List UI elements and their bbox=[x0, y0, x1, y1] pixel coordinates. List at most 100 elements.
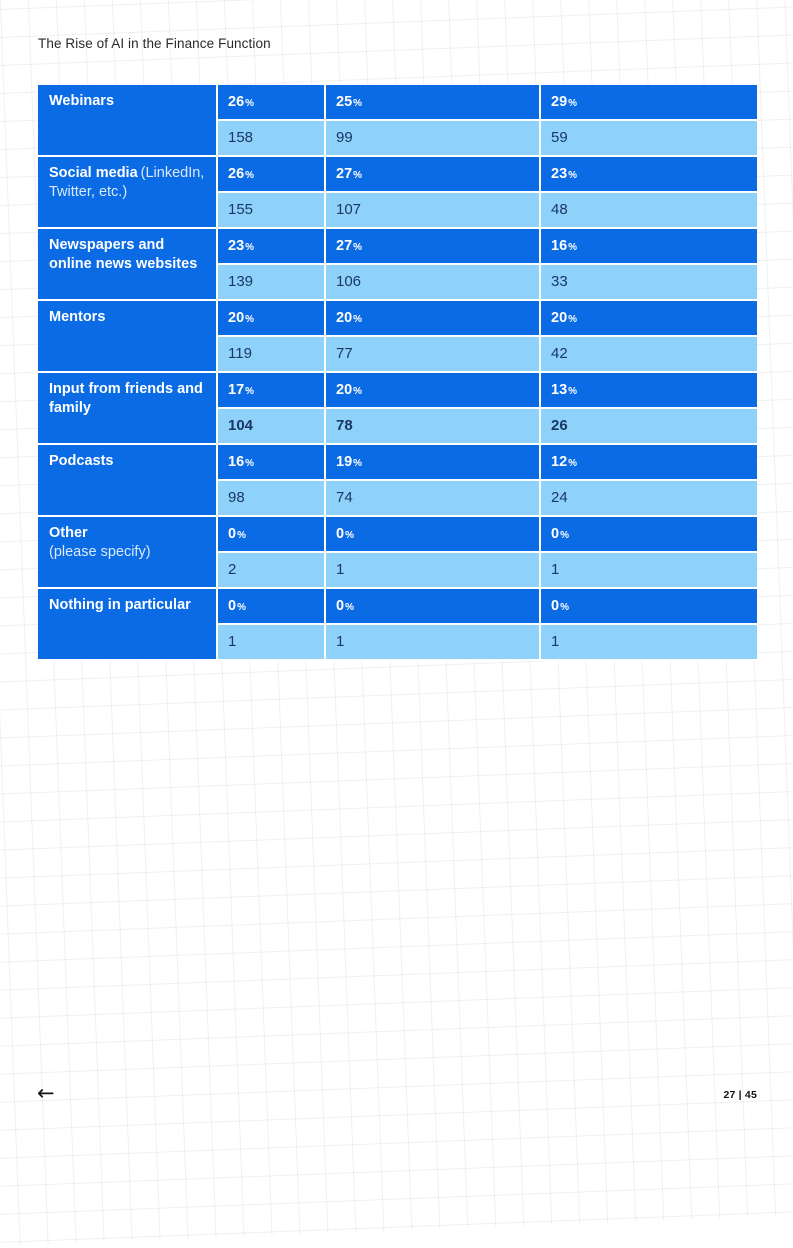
category-label: Nothing in particular bbox=[49, 597, 191, 613]
category-label: Social media bbox=[49, 165, 138, 181]
count-cell: 24 bbox=[541, 481, 757, 515]
percent-value: 0 bbox=[336, 526, 345, 542]
percent-value: 0 bbox=[551, 598, 560, 614]
percent-cell: 20% bbox=[326, 373, 539, 407]
percent-sign: % bbox=[353, 242, 363, 253]
category-cell: Other (please specify) bbox=[38, 517, 216, 587]
percent-cell: 29% bbox=[541, 85, 757, 119]
back-arrow-icon[interactable]: ← bbox=[37, 1081, 55, 1105]
percent-value: 23 bbox=[228, 238, 245, 254]
percent-value: 0 bbox=[228, 526, 237, 542]
percent-cell: 19% bbox=[326, 445, 539, 479]
count-cell: 1 bbox=[541, 553, 757, 587]
percent-sign: % bbox=[353, 386, 363, 397]
category-cell: Newspapers and online news websites bbox=[38, 229, 216, 299]
percent-sign: % bbox=[245, 314, 255, 325]
percent-value: 25 bbox=[336, 94, 353, 110]
percent-value: 12 bbox=[551, 454, 568, 470]
count-cell: 155 bbox=[218, 193, 324, 227]
percent-value: 13 bbox=[551, 382, 568, 398]
count-cell: 158 bbox=[218, 121, 324, 155]
category-cell: Podcasts bbox=[38, 445, 216, 515]
category-cell: Mentors bbox=[38, 301, 216, 371]
percent-cell: 0% bbox=[218, 517, 324, 551]
percent-sign: % bbox=[353, 458, 363, 469]
percent-cell: 27% bbox=[326, 229, 539, 263]
percent-sign: % bbox=[568, 98, 578, 109]
count-cell: 1 bbox=[218, 625, 324, 659]
percent-cell: 17% bbox=[218, 373, 324, 407]
percent-sign: % bbox=[568, 458, 578, 469]
percent-value: 20 bbox=[551, 310, 568, 326]
percent-cell: 23% bbox=[218, 229, 324, 263]
count-cell: 48 bbox=[541, 193, 757, 227]
percent-sign: % bbox=[237, 602, 246, 613]
count-cell: 106 bbox=[326, 265, 539, 299]
percent-cell: 0% bbox=[326, 517, 539, 551]
percent-sign: % bbox=[245, 170, 255, 181]
count-cell: 139 bbox=[218, 265, 324, 299]
percent-value: 0 bbox=[228, 598, 237, 614]
percent-sign: % bbox=[353, 314, 363, 325]
category-label: Input from friends and family bbox=[49, 381, 203, 416]
percent-value: 27 bbox=[336, 238, 353, 254]
count-cell: 78 bbox=[326, 409, 539, 443]
percent-value: 17 bbox=[228, 382, 245, 398]
count-cell: 2 bbox=[218, 553, 324, 587]
percent-sign: % bbox=[345, 602, 354, 613]
percent-cell: 0% bbox=[326, 589, 539, 623]
percent-sign: % bbox=[237, 530, 246, 541]
count-cell: 1 bbox=[326, 625, 539, 659]
percent-sign: % bbox=[560, 602, 569, 613]
percent-cell: 20% bbox=[326, 301, 539, 335]
percent-sign: % bbox=[560, 530, 569, 541]
percent-cell: 20% bbox=[541, 301, 757, 335]
table-row: Webinars 26% 25% 29% 158 99 59 bbox=[38, 85, 757, 155]
category-label-secondary: (LinkedIn, Twitter, etc.) bbox=[49, 165, 205, 200]
percent-cell: 12% bbox=[541, 445, 757, 479]
count-cell: 107 bbox=[326, 193, 539, 227]
count-cell: 33 bbox=[541, 265, 757, 299]
category-label: Newspapers and online news websites bbox=[49, 237, 198, 272]
percent-sign: % bbox=[568, 314, 578, 325]
percent-value: 19 bbox=[336, 454, 353, 470]
category-cell: Input from friends and family bbox=[38, 373, 216, 443]
percent-cell: 20% bbox=[218, 301, 324, 335]
table-row: Other (please specify) 0% 0% 0% 2 1 1 bbox=[38, 517, 757, 587]
percent-sign: % bbox=[353, 170, 363, 181]
percent-value: 23 bbox=[551, 166, 568, 182]
percent-value: 0 bbox=[551, 526, 560, 542]
category-label: Webinars bbox=[49, 93, 115, 109]
percent-sign: % bbox=[245, 386, 255, 397]
count-cell: 26 bbox=[541, 409, 757, 443]
percent-value: 26 bbox=[228, 94, 245, 110]
survey-sources-table: Webinars 26% 25% 29% 158 99 59 Social me… bbox=[38, 85, 757, 661]
table-row: Social media (LinkedIn, Twitter, etc.) 26… bbox=[38, 157, 757, 227]
category-label-secondary: (please specify) bbox=[49, 543, 151, 560]
percent-value: 0 bbox=[336, 598, 345, 614]
percent-sign: % bbox=[353, 98, 363, 109]
percent-cell: 16% bbox=[218, 445, 324, 479]
count-cell: 104 bbox=[218, 409, 324, 443]
percent-cell: 25% bbox=[326, 85, 539, 119]
page-number: 27 | 45 bbox=[723, 1089, 757, 1101]
percent-value: 20 bbox=[336, 310, 353, 326]
percent-value: 16 bbox=[551, 238, 568, 254]
table-row: Input from friends and family 17% 20% 13… bbox=[38, 373, 757, 443]
percent-value: 29 bbox=[551, 94, 568, 110]
percent-sign: % bbox=[568, 170, 578, 181]
count-cell: 59 bbox=[541, 121, 757, 155]
count-cell: 98 bbox=[218, 481, 324, 515]
count-cell: 77 bbox=[326, 337, 539, 371]
category-label: Mentors bbox=[49, 309, 106, 325]
percent-cell: 16% bbox=[541, 229, 757, 263]
table-row: Podcasts 16% 19% 12% 98 74 24 bbox=[38, 445, 757, 515]
percent-sign: % bbox=[345, 530, 354, 541]
percent-cell: 0% bbox=[541, 589, 757, 623]
page-title: The Rise of AI in the Finance Function bbox=[38, 36, 271, 51]
percent-value: 16 bbox=[228, 454, 245, 470]
category-label: Other bbox=[49, 525, 88, 541]
percent-sign: % bbox=[245, 458, 255, 469]
percent-sign: % bbox=[245, 98, 255, 109]
percent-value: 27 bbox=[336, 166, 353, 182]
